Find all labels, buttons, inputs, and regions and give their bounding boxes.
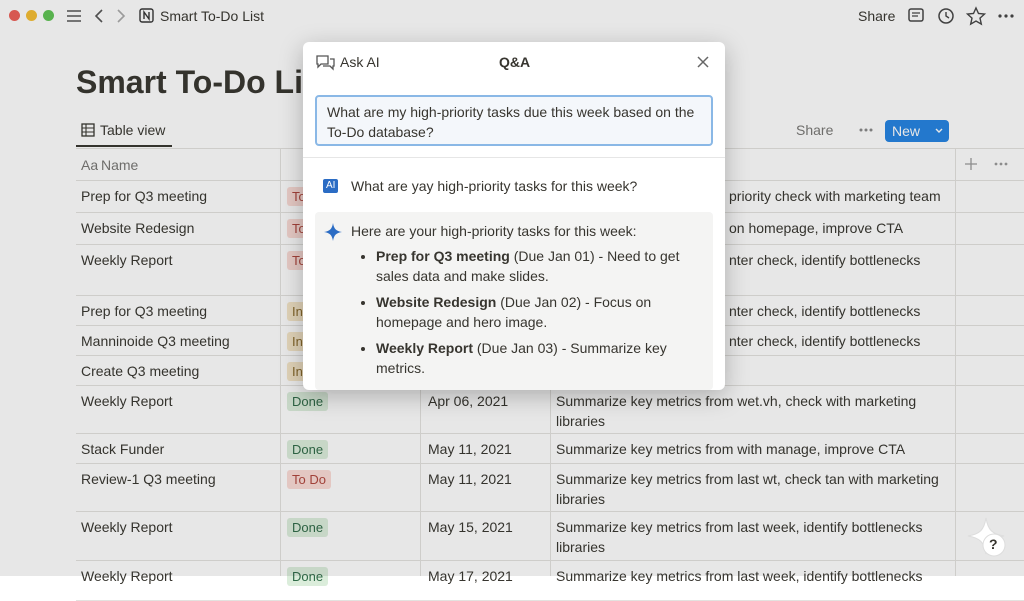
cell-status: In	[287, 331, 415, 351]
divider	[303, 157, 725, 158]
cell-notes: Summarize key metrics from with manage, …	[556, 441, 906, 457]
zoom-window[interactable]	[43, 10, 54, 21]
cell-name[interactable]: Weekly Report	[81, 252, 173, 268]
new-label: New	[892, 123, 921, 139]
task-name: Prep for Q3 meeting	[376, 248, 510, 264]
name-icon: Aa	[81, 157, 99, 173]
cell-date: May 11, 2021	[428, 471, 512, 487]
toolbar-icons[interactable]	[906, 6, 1016, 26]
share-button[interactable]: Share	[858, 8, 896, 24]
question-input[interactable]: What are my high-priority tasks due this…	[315, 95, 713, 146]
cell-notes: on homepage, improve CTA	[729, 220, 904, 236]
table-icon	[81, 123, 95, 137]
task-name: Weekly Report	[376, 340, 473, 356]
cell-name[interactable]: Prep for Q3 meeting	[81, 303, 208, 319]
page-title: Smart To-Do List	[76, 64, 332, 100]
ai-badge: AI	[323, 179, 339, 193]
chevron	[935, 128, 943, 133]
question: What are yay high-priority tasks for thi…	[351, 178, 638, 194]
status-pill: To Do	[287, 470, 331, 489]
more-icon[interactable]	[858, 124, 874, 136]
column-header: Name	[101, 157, 139, 173]
cell-name[interactable]: Prep for Q3 meeting	[81, 188, 208, 204]
answer-item: Website Redesign (Due Jan 02) - Focus on…	[376, 292, 691, 332]
cell-name[interactable]: Review-1 Q3 meeting	[81, 471, 216, 487]
chat-icon	[316, 55, 335, 71]
answer-intro: Here are your high-priority tasks for th…	[351, 223, 637, 239]
close-button[interactable]	[697, 56, 709, 68]
cell-name[interactable]: Website Redesign	[81, 220, 195, 236]
breadcrumb[interactable]: Smart To-Do List	[160, 8, 264, 24]
status-pill: In	[287, 302, 308, 321]
sparkle-icon	[324, 223, 342, 241]
status-pill: In	[287, 362, 308, 381]
cell-date: May 15, 2021	[428, 519, 513, 535]
modal-tab[interactable]: Q&A	[499, 54, 531, 70]
help-button[interactable]	[966, 516, 1016, 566]
top-bar: Smart To-Do List Share	[0, 0, 1024, 32]
ask-ai-modal: Ask AI Q&A What are my high-priority tas…	[303, 42, 725, 390]
cell-notes: nter check, identify bottlenecks	[729, 333, 921, 349]
minimize-window[interactable]	[26, 10, 37, 21]
cell-status: Done	[287, 439, 415, 459]
status-pill: Done	[287, 392, 329, 411]
column-border	[955, 148, 956, 576]
task-detail: (Due Jan 02) - Focus on homepage and her…	[376, 294, 652, 330]
cell-date: May 11, 2021	[428, 441, 512, 457]
cell-name[interactable]: Manninoide Q3 meeting	[81, 333, 230, 349]
cell-notes: nter check, identify bottlenecks	[729, 303, 921, 319]
table: Aa Name Prep for Q3 meeting To priority ch…	[76, 148, 1024, 601]
cell-name[interactable]: Stack Funder	[81, 441, 165, 457]
column-actions[interactable]	[964, 156, 1014, 172]
task-detail: (Due Jan 01) - Need to get sales data an…	[376, 248, 680, 284]
cell-name[interactable]: Weekly Report	[81, 519, 173, 535]
cell-status: In	[287, 301, 415, 321]
answer-item: Weekly Report (Due Jan 03) - Summarize k…	[376, 338, 691, 378]
cell-notes: Summarize key metrics from wet.vh, check…	[556, 393, 917, 429]
help-label: ?	[989, 536, 998, 552]
status-pill: Done	[287, 440, 329, 459]
task-detail: (Due Jan 03) - Summarize key metrics.	[376, 340, 667, 376]
nav-icons[interactable]	[64, 6, 144, 26]
modal-title: Ask AI	[340, 54, 380, 70]
status-pill: Done	[287, 518, 329, 537]
answer-box: Here are your high-priority tasks for th…	[315, 212, 713, 390]
cell-notes: nter check, identify bottlenecks	[729, 252, 921, 268]
column-border	[280, 148, 281, 576]
view-tab[interactable]: Table view	[100, 122, 166, 138]
cell-date: Apr 06, 2021	[428, 393, 509, 409]
status-pill: In	[287, 332, 308, 351]
new-button[interactable]: New	[885, 120, 949, 142]
cell-notes: Summarize key metrics from last week, id…	[556, 519, 923, 555]
cell-status: To Do	[287, 469, 415, 489]
cell-status: Done	[287, 517, 415, 537]
answer-item: Prep for Q3 meeting (Due Jan 01) - Need …	[376, 246, 691, 286]
answer-list: Prep for Q3 meeting (Due Jan 01) - Need …	[331, 246, 691, 384]
close-window[interactable]	[9, 10, 20, 21]
cell-name[interactable]: Weekly Report	[81, 393, 173, 409]
page-icon	[139, 8, 154, 23]
cell-name[interactable]: Create Q3 meeting	[81, 363, 200, 379]
cell-status: Done	[287, 391, 415, 411]
app: Smart To-Do List Share Smart To-Do List …	[0, 0, 1024, 576]
cell-status: In	[287, 361, 415, 381]
view-share[interactable]: Share	[796, 122, 834, 138]
cell-notes: priority check with marketing team	[729, 188, 941, 204]
cell-notes: Summarize key metrics from last wt, chec…	[556, 471, 939, 507]
tab-underline	[76, 145, 172, 147]
task-name: Website Redesign	[376, 294, 497, 310]
